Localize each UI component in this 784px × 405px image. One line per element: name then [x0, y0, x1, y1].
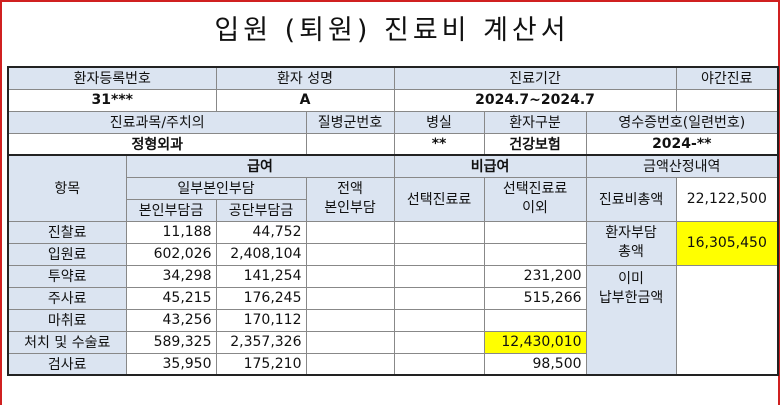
calc-header: 금액산정내역 [585, 154, 779, 178]
total-value: 22,122,500 [675, 176, 779, 222]
row-insurer: 2,408,104 [215, 242, 307, 266]
disease-group-header: 질병군번호 [305, 110, 395, 134]
paid-value [675, 264, 779, 376]
reg-no-header: 환자등록번호 [7, 66, 217, 90]
total-label: 진료비총액 [585, 176, 677, 222]
row-selected [393, 352, 485, 376]
paid-label: 이미 납부한금액 [585, 264, 677, 376]
patient-total-value: 16,305,450 [675, 220, 779, 266]
row-item: 투약료 [7, 264, 127, 288]
row-other [483, 220, 587, 244]
row-insurer: 2,357,326 [215, 330, 307, 354]
row-full [305, 286, 395, 310]
row-item: 입원료 [7, 242, 127, 266]
row-full [305, 330, 395, 354]
table-row: 진찰료 11,188 44,752 환자부담 총액 16,305,450 [7, 220, 779, 266]
row-self: 43,256 [125, 308, 217, 332]
row-insurer: 44,752 [215, 220, 307, 244]
row-item: 진찰료 [7, 220, 127, 244]
patient-type-header: 환자구분 [483, 110, 587, 134]
night-header: 야간진료 [675, 66, 779, 90]
disease-group-value [305, 132, 395, 156]
row-selected [393, 242, 485, 266]
copay-header: 일부본인부담 [125, 176, 307, 200]
patient-total-label: 환자부담 총액 [585, 220, 677, 266]
insurer-pay-header: 공단부담금 [215, 198, 307, 222]
row-other: 231,200 [483, 264, 587, 288]
row-other [483, 242, 587, 266]
row-selected [393, 308, 485, 332]
row-item: 처치 및 수술료 [7, 330, 127, 354]
row-full [305, 242, 395, 266]
row-item: 주사료 [7, 286, 127, 310]
row-selected [393, 220, 485, 244]
row-selected [393, 330, 485, 354]
non-covered-header: 비급여 [393, 154, 587, 178]
row-other: 12,430,010 [483, 330, 587, 354]
table-row: 주사료 45,215 176,245 515,266 [7, 286, 778, 310]
row-insurer: 175,210 [215, 352, 307, 376]
row-insurer: 176,245 [215, 286, 307, 310]
row-self: 589,325 [125, 330, 217, 354]
row-self: 35,950 [125, 352, 217, 376]
reg-no-value: 31*** [7, 88, 217, 112]
row-self: 602,026 [125, 242, 217, 266]
billing-table: 환자등록번호 환자 성명 진료기간 야간진료 31*** A 2024.7~20… [7, 66, 780, 376]
row-item: 마취료 [7, 308, 127, 332]
row-full [305, 308, 395, 332]
other-header: 선택진료료 이외 [483, 176, 587, 222]
dept-value: 정형외과 [7, 132, 307, 156]
patient-type-value: 건강보험 [483, 132, 587, 156]
row-selected [393, 264, 485, 288]
table-row: 처치 및 수술료 589,325 2,357,326 12,430,010 [7, 330, 778, 354]
receipt-no-value: 2024-** [585, 132, 779, 156]
page-title: 입원 (퇴원) 진료비 계산서 [214, 15, 570, 46]
row-full [305, 220, 395, 244]
full-self-header: 전액 본인부담 [305, 176, 395, 222]
row-self: 11,188 [125, 220, 217, 244]
row-insurer: 141,254 [215, 264, 307, 288]
row-item: 검사료 [7, 352, 127, 376]
row-other: 98,500 [483, 352, 587, 376]
period-value: 2024.7~2024.7 [393, 88, 677, 112]
name-header: 환자 성명 [215, 66, 395, 90]
row-insurer: 170,112 [215, 308, 307, 332]
table-row: 검사료 35,950 175,210 98,500 [7, 352, 778, 376]
room-value: ** [393, 132, 485, 156]
name-value: A [215, 88, 395, 112]
row-self: 34,298 [125, 264, 217, 288]
dept-header: 진료과목/주치의 [7, 110, 307, 134]
row-full [305, 264, 395, 288]
item-header: 항목 [7, 154, 127, 222]
room-header: 병실 [393, 110, 485, 134]
covered-header: 급여 [125, 154, 395, 178]
table-row: 투약료 34,298 141,254 231,200 이미 납부한금액 [7, 264, 779, 376]
row-full [305, 352, 395, 376]
row-selected [393, 286, 485, 310]
night-value [675, 88, 779, 112]
receipt-no-header: 영수증번호(일련번호) [585, 110, 779, 134]
row-self: 45,215 [125, 286, 217, 310]
row-other [483, 308, 587, 332]
self-pay-header: 본인부담금 [125, 198, 217, 222]
row-other: 515,266 [483, 286, 587, 310]
period-header: 진료기간 [393, 66, 677, 90]
selected-header: 선택진료료 [393, 176, 485, 222]
table-row: 입원료 602,026 2,408,104 [7, 242, 778, 266]
